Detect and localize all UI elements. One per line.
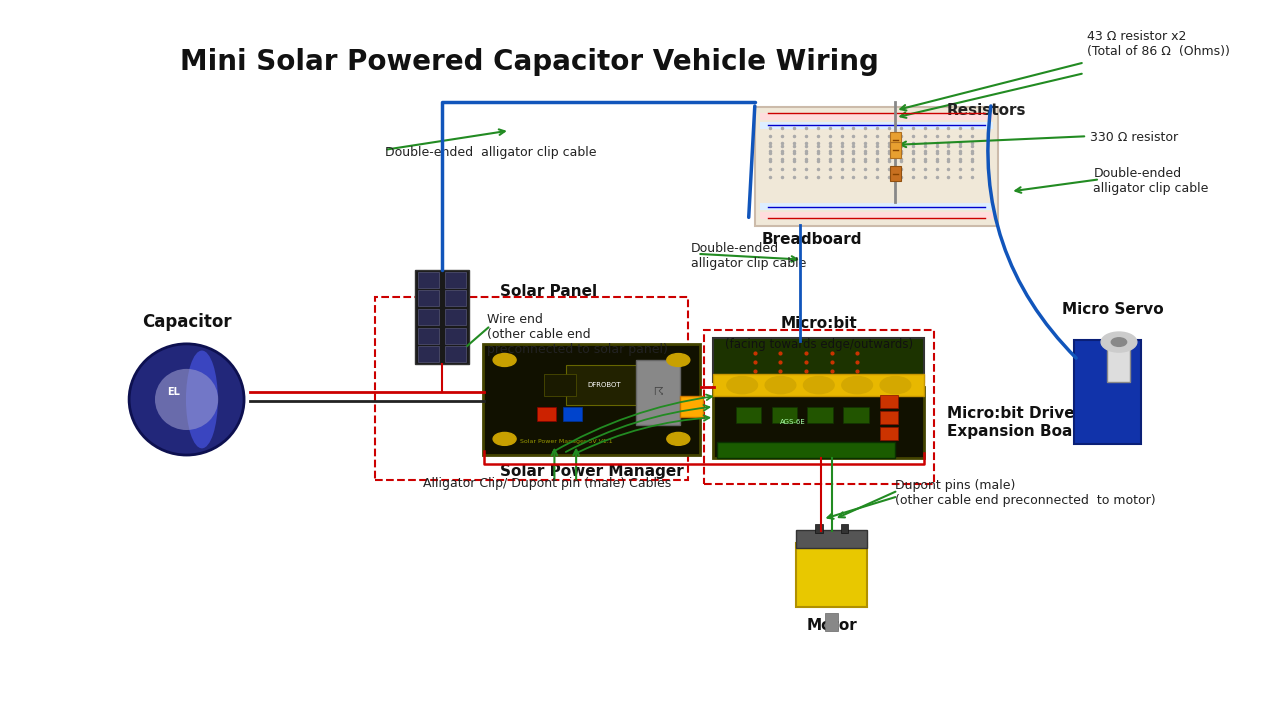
FancyBboxPatch shape xyxy=(563,407,582,421)
Circle shape xyxy=(765,377,796,394)
FancyBboxPatch shape xyxy=(796,543,867,608)
FancyBboxPatch shape xyxy=(417,328,439,343)
FancyBboxPatch shape xyxy=(881,411,899,424)
Circle shape xyxy=(881,377,911,394)
FancyBboxPatch shape xyxy=(760,122,992,129)
FancyBboxPatch shape xyxy=(444,328,466,343)
FancyBboxPatch shape xyxy=(755,107,997,225)
Circle shape xyxy=(493,433,516,446)
FancyBboxPatch shape xyxy=(717,442,896,457)
Circle shape xyxy=(727,377,758,394)
FancyBboxPatch shape xyxy=(1107,338,1130,382)
Text: Double-ended
alligator clip cable: Double-ended alligator clip cable xyxy=(691,242,806,270)
Text: Micro:bit: Micro:bit xyxy=(781,316,858,331)
Circle shape xyxy=(1101,332,1137,352)
FancyBboxPatch shape xyxy=(760,212,992,219)
FancyBboxPatch shape xyxy=(713,387,924,458)
Circle shape xyxy=(667,433,690,446)
Circle shape xyxy=(1111,338,1126,346)
FancyBboxPatch shape xyxy=(544,374,576,396)
Text: Breadboard: Breadboard xyxy=(762,233,861,248)
FancyBboxPatch shape xyxy=(844,408,869,423)
FancyBboxPatch shape xyxy=(841,524,849,533)
FancyBboxPatch shape xyxy=(881,395,899,408)
FancyBboxPatch shape xyxy=(417,271,439,287)
Text: Mini Solar Powered Capacitor Vehicle Wiring: Mini Solar Powered Capacitor Vehicle Wir… xyxy=(180,48,879,76)
Text: Alligator Clip/ Dupont pin (male) Cables: Alligator Clip/ Dupont pin (male) Cables xyxy=(422,477,671,490)
Text: Solar Panel: Solar Panel xyxy=(499,284,596,300)
Text: Double-ended
alligator clip cable: Double-ended alligator clip cable xyxy=(1093,167,1208,194)
Text: Dupont pins (male)
(other cable end preconnected  to motor): Dupont pins (male) (other cable end prec… xyxy=(896,479,1156,507)
FancyBboxPatch shape xyxy=(444,290,466,306)
FancyBboxPatch shape xyxy=(826,613,838,631)
Circle shape xyxy=(493,354,516,366)
Text: 43 Ω resistor x2
(Total of 86 Ω  (Ohms)): 43 Ω resistor x2 (Total of 86 Ω (Ohms)) xyxy=(1087,30,1230,58)
FancyBboxPatch shape xyxy=(417,290,439,306)
FancyBboxPatch shape xyxy=(1074,341,1140,444)
Circle shape xyxy=(804,377,835,394)
Text: 330 Ω resistor: 330 Ω resistor xyxy=(1089,131,1178,144)
Ellipse shape xyxy=(155,369,218,430)
FancyBboxPatch shape xyxy=(444,271,466,287)
FancyBboxPatch shape xyxy=(891,166,901,181)
Text: Wire end
(other cable end
preconnected to solar panel): Wire end (other cable end preconnected t… xyxy=(486,313,668,356)
Text: EL: EL xyxy=(168,387,180,397)
FancyBboxPatch shape xyxy=(760,112,992,120)
Text: Micro:bit Driver
Expansion Board: Micro:bit Driver Expansion Board xyxy=(946,406,1091,438)
Ellipse shape xyxy=(186,351,218,449)
Text: ☈: ☈ xyxy=(653,387,663,397)
Ellipse shape xyxy=(129,344,244,455)
Text: Solar Power Manager 5V V1.1: Solar Power Manager 5V V1.1 xyxy=(520,439,612,444)
FancyBboxPatch shape xyxy=(891,142,901,158)
FancyBboxPatch shape xyxy=(772,408,797,423)
FancyBboxPatch shape xyxy=(680,396,703,418)
FancyBboxPatch shape xyxy=(808,408,833,423)
FancyBboxPatch shape xyxy=(566,365,643,405)
FancyBboxPatch shape xyxy=(636,360,680,425)
Text: Double-ended  alligator clip cable: Double-ended alligator clip cable xyxy=(384,145,596,158)
FancyBboxPatch shape xyxy=(538,407,557,421)
FancyBboxPatch shape xyxy=(760,203,992,210)
Circle shape xyxy=(842,377,873,394)
Text: DFROBOT: DFROBOT xyxy=(588,382,621,388)
Text: Resistors: Resistors xyxy=(946,103,1027,118)
FancyBboxPatch shape xyxy=(881,427,899,440)
FancyBboxPatch shape xyxy=(713,374,924,396)
Text: AGS-6E: AGS-6E xyxy=(781,419,806,426)
Text: Capacitor: Capacitor xyxy=(142,313,232,331)
FancyBboxPatch shape xyxy=(815,524,823,533)
FancyBboxPatch shape xyxy=(713,338,924,382)
Text: (facing towards edge/outwards): (facing towards edge/outwards) xyxy=(724,338,913,351)
FancyBboxPatch shape xyxy=(417,309,439,325)
FancyBboxPatch shape xyxy=(444,309,466,325)
FancyBboxPatch shape xyxy=(891,132,901,148)
Text: Micro Servo: Micro Servo xyxy=(1061,302,1164,317)
Circle shape xyxy=(667,354,690,366)
Text: Solar Power Manager: Solar Power Manager xyxy=(499,464,684,479)
FancyBboxPatch shape xyxy=(417,346,439,362)
FancyBboxPatch shape xyxy=(483,344,700,455)
FancyBboxPatch shape xyxy=(796,531,867,548)
FancyBboxPatch shape xyxy=(415,270,468,364)
FancyBboxPatch shape xyxy=(444,346,466,362)
FancyBboxPatch shape xyxy=(736,408,762,423)
Text: Motor: Motor xyxy=(806,618,856,633)
